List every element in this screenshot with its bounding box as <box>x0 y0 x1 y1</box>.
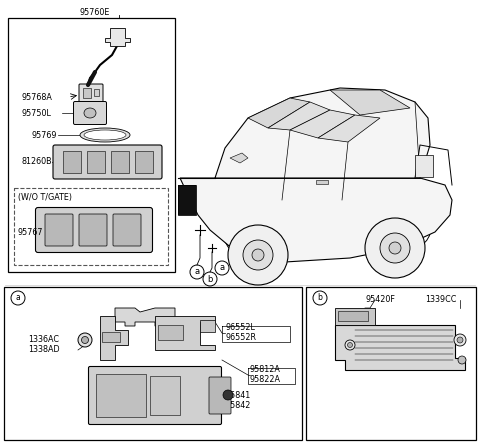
Polygon shape <box>115 308 175 326</box>
Polygon shape <box>180 178 452 262</box>
Text: 1339CC: 1339CC <box>425 295 456 304</box>
Polygon shape <box>290 110 355 138</box>
Ellipse shape <box>84 108 96 118</box>
FancyBboxPatch shape <box>88 366 221 424</box>
Text: 95768A: 95768A <box>22 93 53 101</box>
Text: 96552L: 96552L <box>225 323 255 333</box>
Circle shape <box>78 333 92 347</box>
FancyBboxPatch shape <box>209 377 231 414</box>
Circle shape <box>228 225 288 285</box>
Bar <box>306 287 476 440</box>
Text: 95822A: 95822A <box>250 376 281 385</box>
Text: (W/O T/GATE): (W/O T/GATE) <box>18 193 72 202</box>
Text: 1338AD: 1338AD <box>28 346 60 354</box>
Bar <box>102 332 120 342</box>
Polygon shape <box>155 316 215 350</box>
FancyBboxPatch shape <box>73 101 107 124</box>
Text: a: a <box>194 268 200 276</box>
FancyBboxPatch shape <box>53 145 162 179</box>
Bar <box>8 18 175 272</box>
Text: 81260B: 81260B <box>22 158 53 167</box>
Text: b: b <box>318 294 323 303</box>
Bar <box>415 155 433 177</box>
Bar <box>316 180 328 184</box>
Text: a: a <box>219 264 225 272</box>
Bar <box>158 325 183 340</box>
FancyBboxPatch shape <box>135 151 153 173</box>
Text: 95750L: 95750L <box>22 109 52 117</box>
Bar <box>178 185 196 215</box>
Text: 95841: 95841 <box>225 390 250 400</box>
Circle shape <box>223 390 233 400</box>
Bar <box>200 320 215 332</box>
Text: 95769: 95769 <box>32 131 58 140</box>
Bar <box>14 188 168 265</box>
Circle shape <box>82 337 88 343</box>
Ellipse shape <box>80 128 130 142</box>
Bar <box>83 88 91 98</box>
FancyBboxPatch shape <box>36 207 153 253</box>
Circle shape <box>454 334 466 346</box>
Circle shape <box>252 249 264 261</box>
Text: b: b <box>207 275 213 284</box>
Polygon shape <box>100 316 128 360</box>
Polygon shape <box>230 153 248 163</box>
Circle shape <box>458 356 466 364</box>
Circle shape <box>243 240 273 270</box>
FancyBboxPatch shape <box>45 214 73 246</box>
Circle shape <box>365 218 425 278</box>
Circle shape <box>380 233 410 263</box>
Bar <box>150 376 180 415</box>
Ellipse shape <box>84 130 126 140</box>
Circle shape <box>457 337 463 343</box>
FancyBboxPatch shape <box>111 151 129 173</box>
Polygon shape <box>330 90 410 115</box>
Text: 96552R: 96552R <box>225 334 256 342</box>
Polygon shape <box>268 102 330 130</box>
Bar <box>335 308 375 325</box>
Text: 95420F: 95420F <box>365 295 395 304</box>
Polygon shape <box>248 98 310 128</box>
FancyBboxPatch shape <box>113 214 141 246</box>
Polygon shape <box>215 88 430 178</box>
Circle shape <box>389 242 401 254</box>
Text: a: a <box>16 294 20 303</box>
FancyBboxPatch shape <box>87 151 105 173</box>
FancyBboxPatch shape <box>79 84 103 102</box>
Bar <box>338 311 368 321</box>
FancyBboxPatch shape <box>63 151 81 173</box>
Polygon shape <box>318 115 380 142</box>
Text: 1336AC: 1336AC <box>28 335 59 345</box>
Text: 95760E: 95760E <box>80 8 110 16</box>
FancyBboxPatch shape <box>178 185 196 215</box>
Circle shape <box>348 342 352 347</box>
Text: 95767: 95767 <box>18 228 44 237</box>
Bar <box>94 89 99 96</box>
Circle shape <box>345 340 355 350</box>
Text: 95842: 95842 <box>225 400 251 409</box>
Text: 95812A: 95812A <box>250 365 281 374</box>
FancyBboxPatch shape <box>79 214 107 246</box>
Bar <box>4 287 302 440</box>
Polygon shape <box>105 28 130 46</box>
Polygon shape <box>335 325 465 370</box>
Bar <box>96 374 146 417</box>
